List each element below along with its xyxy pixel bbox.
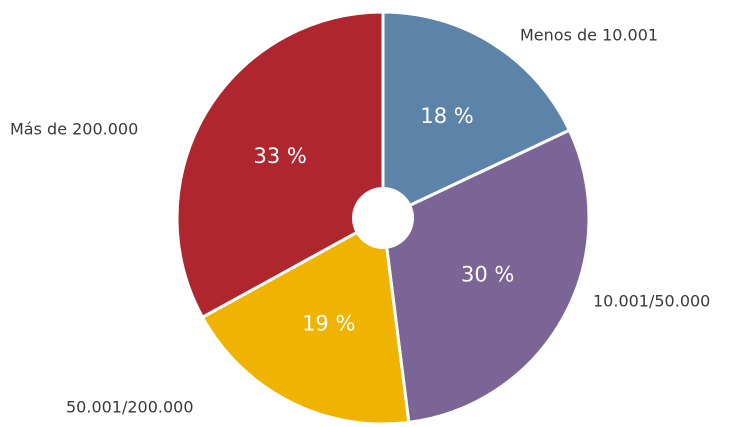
slice-value-label: 30 % <box>461 263 514 287</box>
pie-slice <box>381 10 572 221</box>
pie-slice <box>381 128 591 425</box>
slice-category-label: Menos de 10.001 <box>520 26 658 45</box>
slice-value-label: 19 % <box>302 311 355 335</box>
slice-value-label: 18 % <box>420 104 473 128</box>
donut-hole <box>352 187 414 249</box>
pie-slice <box>175 10 385 320</box>
slice-category-label: Más de 200.000 <box>10 120 138 139</box>
slice-value-label: 33 % <box>253 144 306 168</box>
slice-category-label: 10.001/50.000 <box>593 292 710 311</box>
slice-category-label: 50.001/200.000 <box>66 398 194 417</box>
